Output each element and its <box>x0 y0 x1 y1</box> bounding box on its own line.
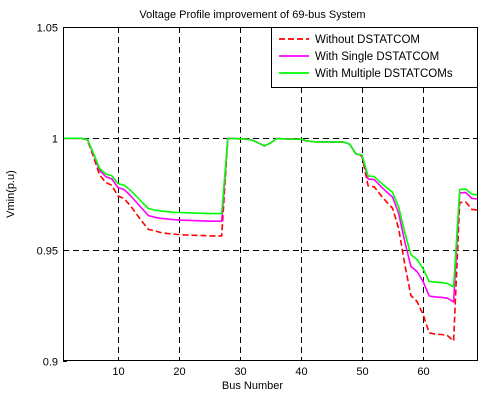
x-tick-labels: 10 20 30 40 50 60 <box>112 366 429 378</box>
y-tick-labels: 0.9 0.95 1 1.05 <box>37 23 58 369</box>
x-tick-label: 50 <box>356 366 368 378</box>
chart-title: Voltage Profile improvement of 69-bus Sy… <box>139 9 365 21</box>
series-group <box>63 137 478 342</box>
legend-box <box>271 27 478 88</box>
series-line-3 <box>63 137 478 288</box>
y-tick-label: 0.95 <box>37 246 58 258</box>
y-tick-label: 1.05 <box>37 23 58 35</box>
x-tick-label: 40 <box>295 366 307 378</box>
legend-label-2: With Single DSTATCOM <box>315 51 439 63</box>
x-tick-label: 60 <box>417 366 429 378</box>
legend-label-1: Without DSTATCOM <box>315 34 420 46</box>
y-tick-label: 0.9 <box>43 357 58 369</box>
x-axis-title: Bus Number <box>222 380 283 392</box>
x-tick-label: 30 <box>234 366 246 378</box>
legend: Without DSTATCOM With Single DSTATCOM With… <box>271 27 478 88</box>
y-axis-title: Vmin(p.u) <box>5 170 17 218</box>
x-tick-label: 10 <box>112 366 124 378</box>
legend-label-3: With Multiple DSTATCOMs <box>315 68 453 80</box>
y-tick-label: 1 <box>52 134 58 146</box>
x-tick-label: 20 <box>173 366 185 378</box>
